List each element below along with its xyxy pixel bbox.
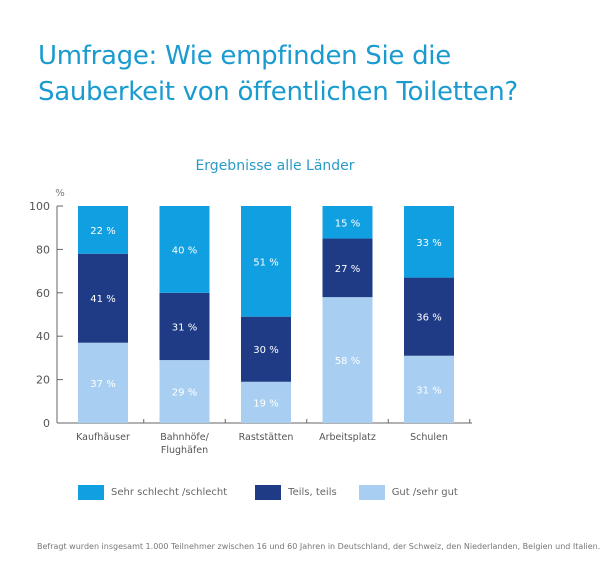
bar-segment	[78, 206, 128, 254]
data-label: 33 %	[416, 238, 441, 249]
data-label: 27 %	[335, 264, 360, 275]
bar-segment	[159, 292, 210, 361]
bar-segment	[322, 206, 373, 239]
y-tick-label: 80	[36, 243, 50, 256]
title-line-1: Umfrage: Wie empfinden Sie die	[38, 41, 451, 71]
legend-item: Gut /sehr gut	[358, 485, 458, 500]
y-tick-label: 20	[36, 374, 50, 387]
x-tick-label: Raststätten	[239, 432, 294, 443]
data-label: 51 %	[253, 257, 278, 268]
y-tick-label: 0	[43, 417, 50, 430]
bar-segment	[159, 206, 210, 293]
x-tick-label: Bahnhöfe/	[160, 432, 209, 443]
legend-label: Gut /sehr gut	[391, 487, 458, 498]
x-tick-label: Schulen	[410, 432, 448, 443]
bar-segment	[404, 277, 454, 356]
data-label: 40 %	[172, 245, 197, 256]
bar-segment	[404, 206, 454, 278]
y-tick-label: 100	[29, 200, 50, 213]
bar-segment	[322, 297, 373, 423]
page-title: Umfrage: Wie empfinden Sie die Sauberkei…	[38, 38, 518, 110]
data-label: 41 %	[90, 294, 115, 305]
stacked-bar-chart: % 0 20 40 60 80 100 37 % 41 % 22 % Kaufhäuser 29 % 3…	[29, 188, 472, 456]
bar-segment	[322, 238, 373, 298]
legend: Sehr schlecht /schlecht Teils, teils Gut /…	[78, 485, 480, 500]
bar-segment	[159, 360, 210, 423]
x-tick-label: Arbeitsplatz	[319, 432, 376, 443]
bar-segment	[241, 381, 291, 423]
y-axis-unit: %	[55, 188, 65, 199]
data-label: 29 %	[172, 388, 197, 399]
bar-segment	[78, 342, 128, 423]
data-label: 31 %	[416, 385, 441, 396]
bar-segment	[241, 206, 291, 317]
data-label: 15 %	[335, 218, 360, 229]
legend-label: Sehr schlecht /schlecht	[111, 487, 228, 498]
y-tick-label: 60	[36, 287, 50, 300]
x-tick-label: Kaufhäuser	[76, 432, 130, 443]
x-tick-label: Flughäfen	[161, 445, 208, 456]
data-label: 30 %	[253, 345, 278, 356]
legend-swatch	[358, 485, 385, 500]
data-label: 31 %	[172, 322, 197, 333]
data-label: 37 %	[90, 379, 115, 390]
footnote: Befragt wurden insgesamt 1.000 Teilnehme…	[37, 542, 600, 551]
data-label: 36 %	[416, 313, 441, 324]
data-label: 58 %	[335, 356, 360, 367]
bar-segment	[241, 316, 291, 382]
legend-item: Sehr schlecht /schlecht	[78, 485, 227, 500]
legend-swatch	[78, 485, 104, 500]
title-line-2: Sauberkeit von öffentlichen Toiletten?	[38, 77, 518, 107]
bar-segment	[78, 253, 128, 343]
legend-swatch	[255, 485, 282, 500]
legend-item: Teils, teils	[255, 485, 337, 500]
y-tick-label: 40	[36, 330, 50, 343]
legend-label: Teils, teils	[288, 487, 337, 498]
data-label: 19 %	[253, 398, 278, 409]
data-label: 22 %	[90, 226, 115, 237]
chart-title: Ergebnisse alle Länder	[195, 158, 355, 174]
bar-segment	[404, 355, 454, 423]
